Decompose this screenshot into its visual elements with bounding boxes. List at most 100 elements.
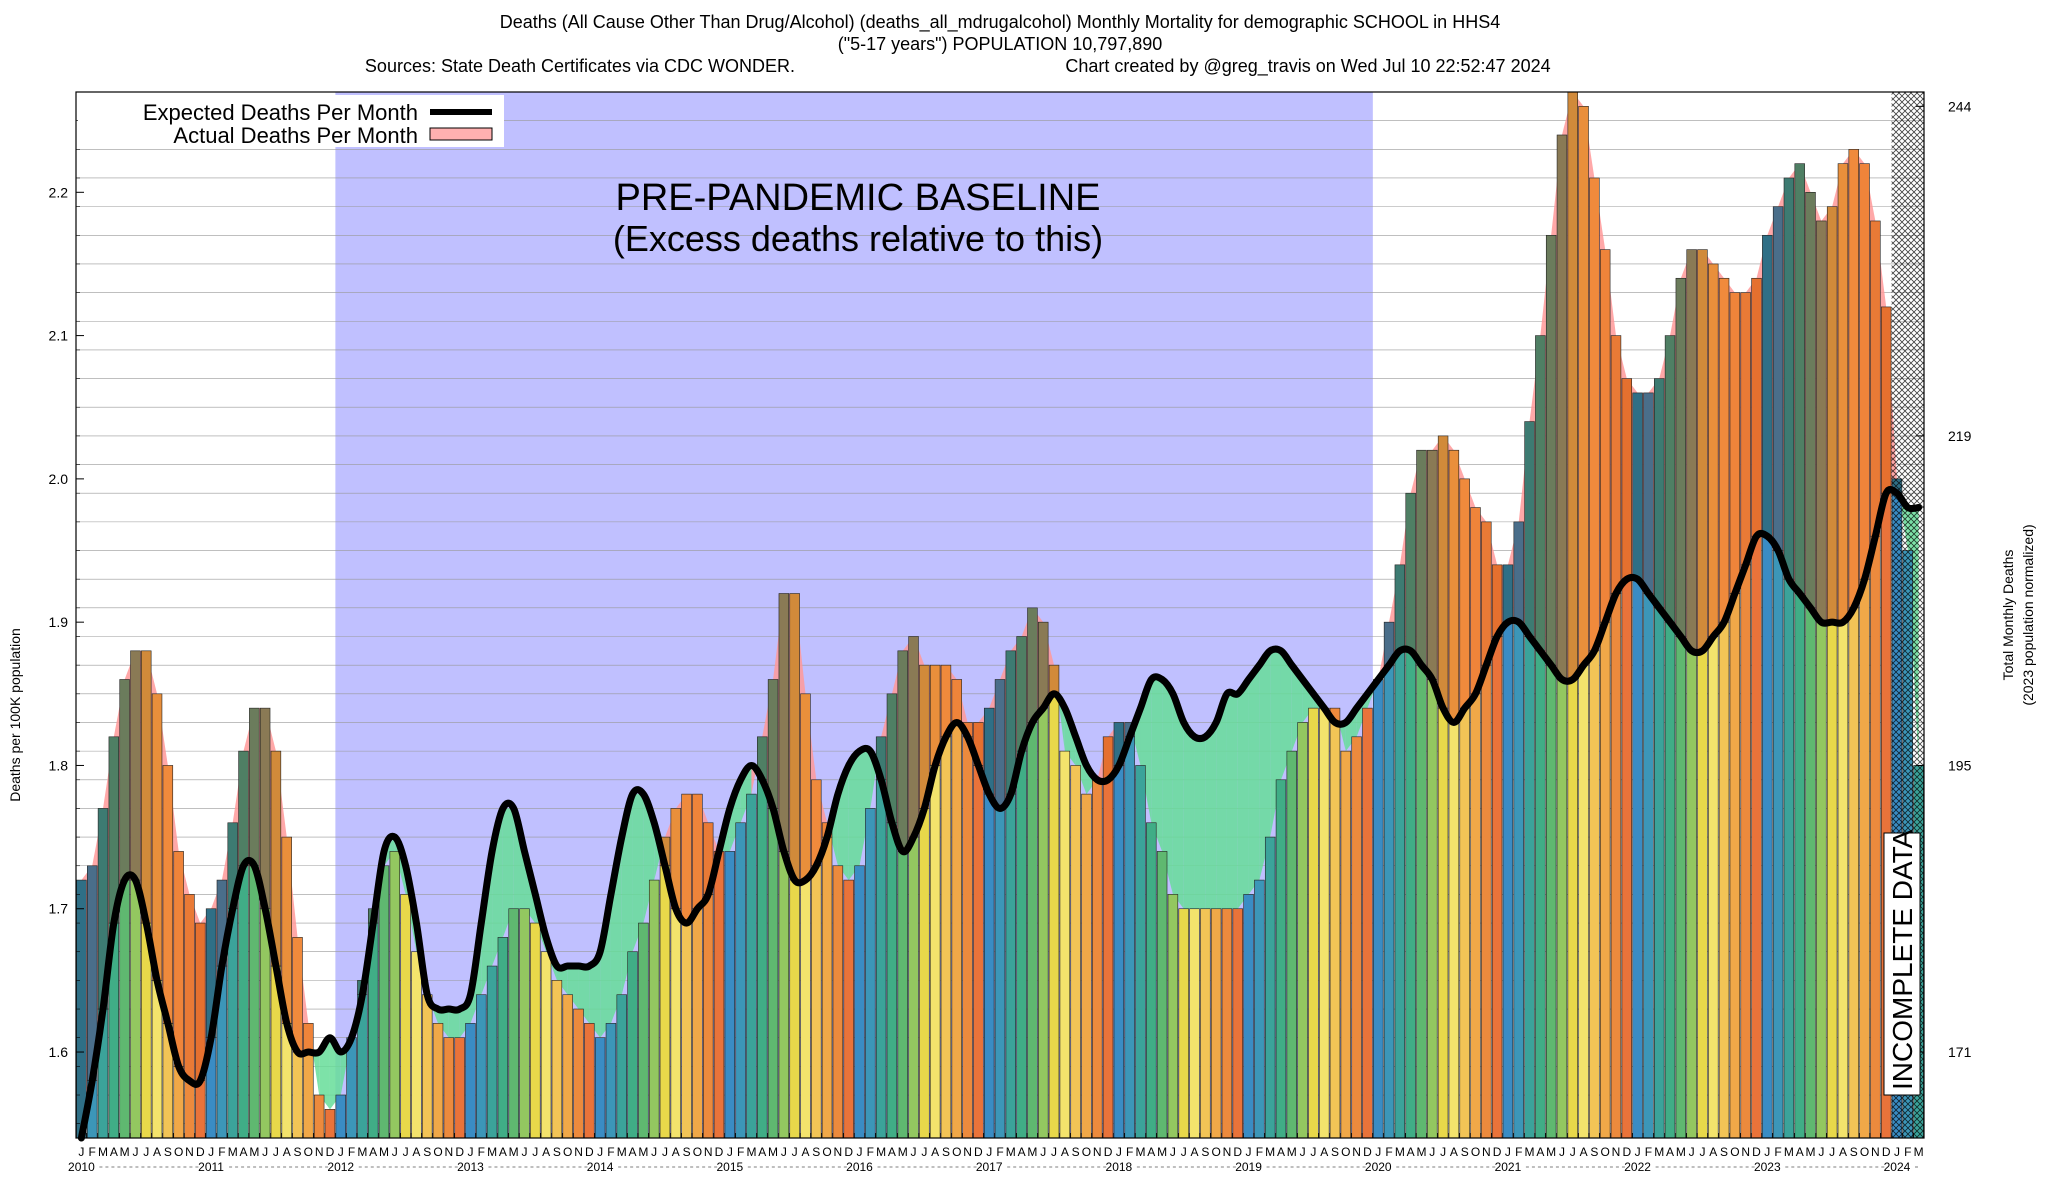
bar bbox=[335, 1094, 346, 1139]
x-month-label: J bbox=[132, 1145, 138, 1159]
x-month-label: J bbox=[143, 1145, 149, 1159]
bar bbox=[1146, 822, 1157, 1139]
bar bbox=[670, 908, 681, 1139]
bar bbox=[1816, 621, 1827, 1139]
bar-excess bbox=[173, 851, 184, 1067]
bar bbox=[648, 879, 660, 1139]
x-year-label: 2011 bbox=[198, 1160, 224, 1174]
bar bbox=[1502, 621, 1514, 1139]
y-tick-label-left: 1.6 bbox=[49, 1044, 69, 1060]
bar bbox=[778, 851, 790, 1139]
x-month-label: N bbox=[1093, 1145, 1102, 1159]
bar bbox=[703, 894, 714, 1139]
x-month-label: J bbox=[911, 1145, 917, 1159]
bar bbox=[627, 951, 638, 1139]
x-month-label: S bbox=[1590, 1145, 1598, 1159]
x-month-label: A bbox=[629, 1145, 637, 1159]
x-month-label: M bbox=[768, 1145, 778, 1159]
x-month-label: D bbox=[1622, 1145, 1631, 1159]
bar bbox=[659, 865, 671, 1139]
bar bbox=[1578, 664, 1589, 1139]
bar bbox=[1610, 593, 1622, 1139]
x-month-label: M bbox=[1135, 1145, 1145, 1159]
bar-excess bbox=[1459, 478, 1470, 709]
x-month-label: F bbox=[478, 1145, 485, 1159]
y-tick-label-left: 2.0 bbox=[49, 471, 69, 487]
incomplete-label-box bbox=[1883, 832, 1921, 1096]
bar bbox=[929, 765, 941, 1139]
x-month-label: N bbox=[1223, 1145, 1232, 1159]
x-month-label: S bbox=[942, 1145, 950, 1159]
x-month-label: A bbox=[1580, 1145, 1588, 1159]
bar-excess bbox=[303, 1023, 314, 1053]
bar-excess bbox=[1470, 507, 1481, 695]
bar-excess bbox=[1816, 220, 1827, 623]
x-month-label: J bbox=[1559, 1145, 1565, 1159]
bar-excess bbox=[1859, 163, 1870, 580]
x-month-label: O bbox=[693, 1145, 702, 1159]
bar bbox=[1092, 779, 1103, 1139]
x-month-label: S bbox=[1072, 1145, 1080, 1159]
bar bbox=[1556, 679, 1568, 1139]
bar-excess bbox=[1718, 277, 1730, 623]
baseline-region bbox=[335, 92, 1373, 1138]
bar bbox=[1383, 664, 1395, 1139]
bar bbox=[1837, 621, 1849, 1139]
bar bbox=[422, 994, 433, 1139]
bar-excess bbox=[1545, 234, 1557, 666]
x-month-label: N bbox=[704, 1145, 713, 1159]
bar bbox=[616, 994, 627, 1139]
bar-excess bbox=[1654, 378, 1665, 609]
bar-excess bbox=[778, 593, 790, 852]
deficit-area bbox=[448, 1009, 460, 1038]
bar bbox=[551, 980, 563, 1139]
bar bbox=[1232, 908, 1243, 1139]
x-month-label: F bbox=[1774, 1145, 1781, 1159]
deficit-area bbox=[1237, 679, 1249, 909]
x-month-label: O bbox=[433, 1145, 442, 1159]
bar bbox=[497, 937, 509, 1139]
bar bbox=[400, 894, 411, 1139]
bar-excess bbox=[292, 937, 303, 1053]
bar-excess bbox=[162, 765, 174, 1024]
x-year-label: 2019 bbox=[1235, 1160, 1262, 1174]
bar bbox=[1664, 621, 1676, 1139]
bar bbox=[1070, 765, 1081, 1139]
x-year-label: 2014 bbox=[587, 1160, 614, 1174]
bar bbox=[1545, 664, 1557, 1139]
x-month-label: O bbox=[1211, 1145, 1220, 1159]
bar bbox=[1189, 908, 1200, 1139]
bar bbox=[1427, 679, 1438, 1139]
x-month-label: M bbox=[898, 1145, 908, 1159]
y-tick-label-right: 195 bbox=[1948, 757, 1972, 773]
x-month-label: F bbox=[218, 1145, 225, 1159]
bar-excess bbox=[1556, 134, 1568, 680]
deficit-area bbox=[438, 1009, 449, 1038]
bar-excess bbox=[994, 679, 1006, 809]
x-month-label: O bbox=[563, 1145, 572, 1159]
x-month-label: F bbox=[1515, 1145, 1522, 1159]
deficit-area bbox=[329, 1037, 341, 1110]
x-month-label: F bbox=[348, 1145, 355, 1159]
chart-title-credit: Chart created by @greg_travis on Wed Jul… bbox=[1065, 56, 1550, 77]
bar bbox=[1275, 779, 1287, 1139]
x-month-label: O bbox=[304, 1145, 313, 1159]
deficit-area bbox=[1205, 722, 1217, 909]
x-month-label: A bbox=[1407, 1145, 1415, 1159]
x-month-label: M bbox=[1265, 1145, 1275, 1159]
x-month-label: J bbox=[781, 1145, 787, 1159]
bar bbox=[1772, 550, 1784, 1139]
bar-excess bbox=[1427, 449, 1438, 680]
bar bbox=[292, 1051, 303, 1139]
x-month-label: M bbox=[1027, 1145, 1037, 1159]
x-month-label: M bbox=[1784, 1145, 1794, 1159]
bar bbox=[1308, 707, 1319, 1139]
y-axis-right-label-1: Total Monthly Deaths bbox=[2000, 550, 2016, 681]
x-month-label: J bbox=[792, 1145, 798, 1159]
x-month-label: J bbox=[1181, 1145, 1187, 1159]
x-month-label: J bbox=[208, 1145, 214, 1159]
x-year-label: 2013 bbox=[457, 1160, 484, 1174]
bar bbox=[411, 951, 422, 1139]
x-month-label: N bbox=[1482, 1145, 1491, 1159]
